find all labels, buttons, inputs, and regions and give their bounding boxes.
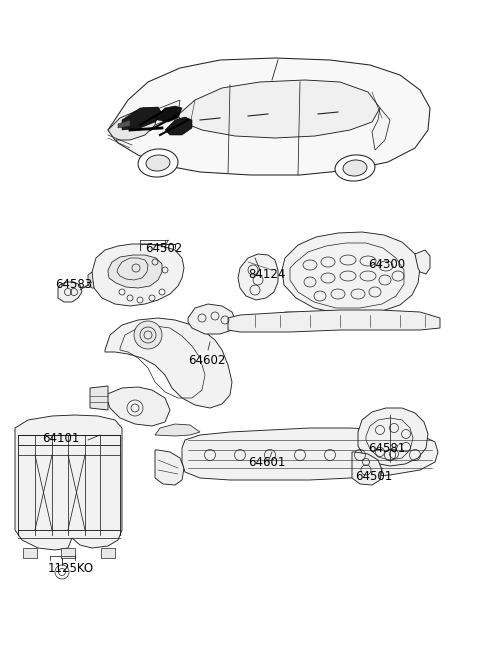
Polygon shape: [105, 387, 170, 426]
Polygon shape: [108, 58, 430, 175]
Polygon shape: [155, 424, 200, 436]
Text: 1125KO: 1125KO: [48, 562, 94, 575]
Polygon shape: [188, 304, 236, 334]
Ellipse shape: [134, 321, 162, 349]
Ellipse shape: [55, 565, 69, 579]
Text: 64583: 64583: [55, 279, 92, 291]
Polygon shape: [282, 232, 420, 314]
Text: 84124: 84124: [248, 268, 286, 281]
Polygon shape: [108, 108, 158, 140]
Polygon shape: [415, 250, 430, 274]
Polygon shape: [358, 408, 428, 466]
Polygon shape: [155, 106, 182, 122]
Ellipse shape: [343, 160, 367, 176]
Polygon shape: [372, 108, 390, 150]
Polygon shape: [23, 548, 37, 558]
Polygon shape: [155, 450, 184, 485]
Polygon shape: [133, 100, 180, 130]
Polygon shape: [122, 107, 163, 130]
Ellipse shape: [335, 155, 375, 181]
Polygon shape: [178, 80, 380, 138]
Text: 64602: 64602: [188, 354, 226, 367]
Polygon shape: [182, 428, 438, 480]
Polygon shape: [118, 120, 130, 128]
Polygon shape: [61, 548, 75, 558]
Text: 64101: 64101: [42, 432, 79, 445]
Polygon shape: [58, 282, 82, 302]
Ellipse shape: [138, 149, 178, 177]
Polygon shape: [238, 254, 278, 300]
Ellipse shape: [146, 155, 170, 171]
Polygon shape: [105, 318, 232, 408]
Text: 64501: 64501: [355, 470, 392, 483]
Polygon shape: [165, 117, 192, 135]
Polygon shape: [90, 386, 108, 410]
Polygon shape: [15, 415, 122, 550]
Text: 64601: 64601: [248, 455, 286, 468]
Polygon shape: [108, 255, 162, 288]
Polygon shape: [88, 272, 94, 288]
Polygon shape: [92, 244, 184, 306]
Polygon shape: [352, 452, 382, 485]
Text: 64581: 64581: [368, 441, 405, 455]
Text: 64300: 64300: [368, 258, 405, 272]
Polygon shape: [101, 548, 115, 558]
Polygon shape: [228, 310, 440, 332]
Text: 64502: 64502: [145, 241, 182, 255]
Polygon shape: [285, 312, 418, 322]
